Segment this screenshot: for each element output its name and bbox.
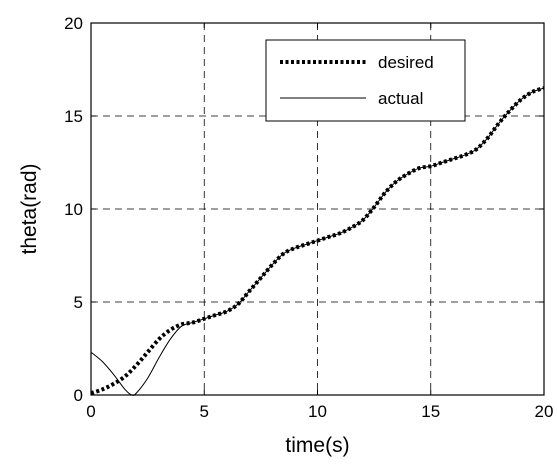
y-axis-title: theta(rad) (18, 163, 41, 254)
y-tick-label: 10 (64, 200, 83, 219)
legend-label-actual: actual (378, 89, 423, 108)
axis-tick-labels: 0 5 10 15 20 0 5 10 15 20 (64, 14, 553, 421)
axis-ticks (90, 22, 545, 396)
legend: desired actual (265, 39, 466, 122)
x-tick-label: 10 (308, 402, 327, 421)
y-tick-label: 5 (74, 293, 83, 312)
x-axis-title: time(s) (285, 434, 349, 457)
legend-label-desired: desired (378, 53, 434, 72)
x-tick-label: 0 (86, 402, 95, 421)
x-tick-label: 15 (421, 402, 440, 421)
y-tick-label: 15 (64, 107, 83, 126)
x-tick-label: 5 (200, 402, 209, 421)
y-tick-label: 20 (64, 14, 83, 33)
legend-box (265, 39, 466, 122)
series-layer (90, 86, 545, 396)
y-tick-label: 0 (74, 386, 83, 405)
series-desired-line (90, 86, 545, 396)
x-tick-label: 20 (535, 402, 554, 421)
